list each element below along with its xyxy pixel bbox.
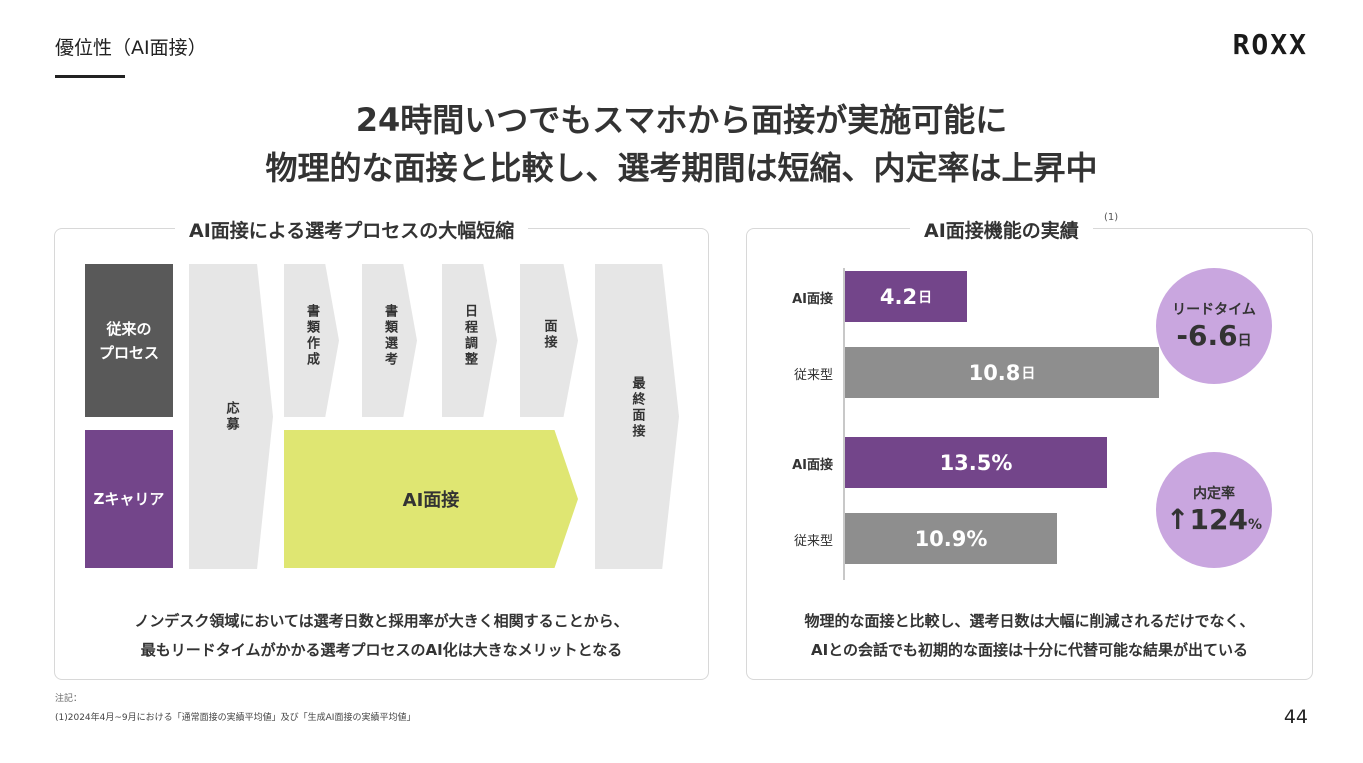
bar-label: 従来型 [793,534,833,549]
step-ai-interview: AI面接 [284,430,578,568]
bar-value: 10.9% [914,526,988,551]
bar-label: 従来型 [793,368,833,383]
step-interview: 面接 [520,264,578,417]
offer-rate-value: 124 [1189,503,1248,536]
process-caption-line-1: ノンデスク領域においては選考日数と採用率が大きく相関することから、 [134,612,629,630]
step-apply-label: 応募 [223,400,239,433]
results-footnote-ref: (1) [1104,212,1119,223]
offer-rate-badge: 内定率 ↑124% [1156,452,1272,568]
step-document-screening-label: 書類選考 [382,304,397,368]
headline-line-1: 24時間いつでもスマホから面接が実施可能に [355,101,1008,139]
lead-time-badge: リードタイム -6.6日 [1156,268,1272,384]
results-caption-line-2: AIとの会話でも初期的な面接は十分に代替可能な結果が出ている [810,641,1249,659]
chart-axis [843,268,845,580]
bar: 10.9% [845,513,1057,564]
bar-unit: 日 [918,289,933,306]
bar: 4.2 日 [845,271,967,322]
lead-time-unit: 日 [1237,333,1252,349]
bar-value: 10.8 [968,360,1021,385]
step-interview-label: 面接 [541,319,557,351]
step-document-creation-label: 書類作成 [304,304,319,368]
process-caption-line-2: 最もリードタイムがかかる選考プロセスのAI化は大きなメリットとなる [140,641,623,659]
section-title: 優位性（AI面接） [55,37,207,59]
bar-value: 13.5% [939,450,1013,475]
bar: 10.8 日 [845,347,1159,398]
up-arrow-icon: ↑ [1166,503,1190,536]
step-final-interview: 最終面接 [595,264,679,569]
step-final-interview-label: 最終面接 [629,376,645,440]
process-panel-title: AI面接による選考プロセスの大幅短縮 [175,216,529,243]
step-ai-interview-label: AI面接 [402,490,460,511]
roxx-logo: ROXX [1232,28,1308,61]
headline: 24時間いつでもスマホから面接が実施可能に 物理的な面接と比較し、選考期間は短縮… [0,96,1363,192]
bar-value: 4.2 [879,284,918,309]
title-underline [55,75,125,78]
step-scheduling-label: 日程調整 [462,304,477,368]
offer-rate-label: 内定率 [1193,486,1235,502]
zcareer-label: Zキャリア [85,430,173,568]
headline-line-2: 物理的な面接と比較し、選考期間は短縮、内定率は上昇中 [265,149,1098,187]
lead-time-value: -6.6 [1176,319,1238,352]
lead-time-label: リードタイム [1172,302,1256,318]
footnote-heading: 注記： [55,694,83,704]
results-caption: 物理的な面接と比較し、選考日数は大幅に削減されるだけでなく、 AIとの会話でも初… [746,607,1313,665]
traditional-process-label: 従来の プロセス [85,264,173,417]
step-apply: 応募 [189,264,273,569]
results-caption-line-1: 物理的な面接と比較し、選考日数は大幅に削減されるだけでなく、 [804,612,1255,630]
bar-unit: 日 [1021,365,1036,382]
bar: 13.5% [845,437,1107,488]
traditional-process-text: 従来の プロセス [98,319,159,362]
results-panel-title: AI面接機能の実績 [910,216,1093,243]
page-number: 44 [1283,706,1308,728]
offer-rate-unit: % [1247,517,1262,533]
footnote-text: (1)2024年4月~9月における「通常面接の実績平均値」及び「生成AI面接の実… [55,713,416,723]
bar-label: AI面接 [792,292,833,307]
process-caption: ノンデスク領域においては選考日数と採用率が大きく相関することから、 最もリードタ… [54,607,709,665]
bar-label: AI面接 [792,458,833,473]
